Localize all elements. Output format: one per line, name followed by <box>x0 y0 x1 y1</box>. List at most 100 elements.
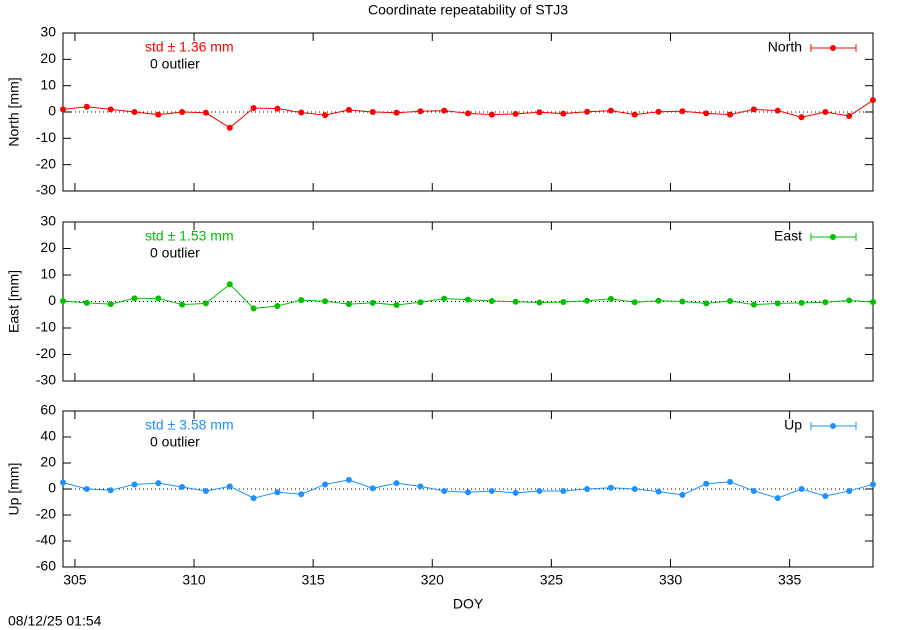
data-point <box>727 111 734 118</box>
data-point <box>536 487 543 494</box>
data-point <box>131 481 138 488</box>
data-point <box>322 481 329 488</box>
legend-marker <box>830 423 836 429</box>
data-point <box>179 484 186 491</box>
data-point <box>560 487 567 494</box>
x-tick-label: 310 <box>182 572 206 588</box>
x-tick-label: 320 <box>421 572 445 588</box>
data-point <box>655 297 662 304</box>
data-point <box>631 486 638 492</box>
y-axis-label: North [mm] <box>6 77 22 146</box>
y-tick-label: 20 <box>40 239 56 255</box>
data-point <box>703 110 710 117</box>
data-point <box>155 480 162 487</box>
y-tick-label: -10 <box>36 319 56 335</box>
data-point <box>870 299 876 306</box>
y-tick-label: -20 <box>36 155 56 171</box>
y-tick-label: 60 <box>40 402 56 418</box>
data-point <box>202 300 209 307</box>
annotation: std ± 1.53 mm <box>145 228 234 244</box>
x-tick-label: 305 <box>63 572 87 588</box>
legend-label: East <box>774 228 802 244</box>
x-tick-label: 325 <box>540 572 564 588</box>
data-point <box>465 296 471 303</box>
data-point <box>83 486 90 492</box>
data-point <box>798 114 805 121</box>
data-point <box>703 300 710 307</box>
data-point <box>131 295 138 302</box>
data-point <box>465 110 471 117</box>
data-point <box>298 491 305 498</box>
data-point <box>870 97 876 104</box>
data-point <box>584 297 591 304</box>
data-point <box>488 487 495 494</box>
data-point <box>250 495 257 502</box>
data-point <box>131 109 138 115</box>
y-tick-label: 10 <box>40 76 56 92</box>
data-point <box>822 493 829 500</box>
data-point <box>631 111 638 118</box>
data-point <box>226 124 233 131</box>
data-point <box>179 109 186 115</box>
data-point <box>560 299 567 306</box>
data-point <box>488 297 495 304</box>
data-point <box>417 483 424 490</box>
x-axis-label: DOY <box>453 596 484 612</box>
data-point <box>83 299 90 306</box>
data-point <box>393 480 400 487</box>
annotation: std ± 1.36 mm <box>145 39 234 55</box>
annotation: 0 outlier <box>150 56 200 72</box>
data-point <box>750 487 757 494</box>
data-point <box>846 297 853 304</box>
y-tick-label: -40 <box>36 532 56 548</box>
data-point <box>369 109 376 115</box>
x-tick-label: 315 <box>301 572 325 588</box>
y-tick-label: 40 <box>40 428 56 444</box>
timestamp: 08/12/25 01:54 <box>8 613 102 629</box>
data-point <box>393 109 400 116</box>
data-point <box>679 491 686 498</box>
data-point <box>369 485 376 492</box>
data-point <box>202 487 209 494</box>
data-point <box>345 301 352 308</box>
data-point <box>465 489 471 496</box>
y-tick-label: 10 <box>40 266 56 282</box>
data-point <box>60 106 66 113</box>
y-tick-label: 30 <box>40 24 56 40</box>
data-point <box>703 480 710 487</box>
data-point <box>750 106 757 113</box>
data-point <box>607 484 614 491</box>
annotation: 0 outlier <box>150 434 200 450</box>
data-point <box>536 109 543 116</box>
data-point <box>846 487 853 494</box>
data-point <box>298 297 305 304</box>
data-point <box>274 105 281 112</box>
data-point <box>155 111 162 118</box>
data-point <box>822 299 829 306</box>
data-point <box>607 107 614 114</box>
data-point <box>560 110 567 117</box>
data-point <box>60 297 66 304</box>
y-tick-label: -30 <box>36 372 56 388</box>
data-point <box>226 483 233 490</box>
legend-marker <box>830 45 836 51</box>
data-point <box>584 108 591 115</box>
chart-title: Coordinate repeatability of STJ3 <box>368 2 568 18</box>
data-point <box>250 105 257 112</box>
data-point <box>774 495 781 502</box>
data-point <box>870 481 876 488</box>
data-point <box>798 299 805 306</box>
data-point <box>322 112 329 119</box>
data-point <box>727 297 734 304</box>
data-point <box>846 112 853 119</box>
y-tick-label: 0 <box>48 292 56 308</box>
data-point <box>750 301 757 308</box>
data-point <box>512 298 519 305</box>
data-point <box>274 489 281 496</box>
legend-label: Up <box>784 417 802 433</box>
y-tick-label: 0 <box>48 103 56 119</box>
data-point <box>226 281 233 288</box>
data-point <box>345 106 352 113</box>
data-point <box>202 109 209 116</box>
